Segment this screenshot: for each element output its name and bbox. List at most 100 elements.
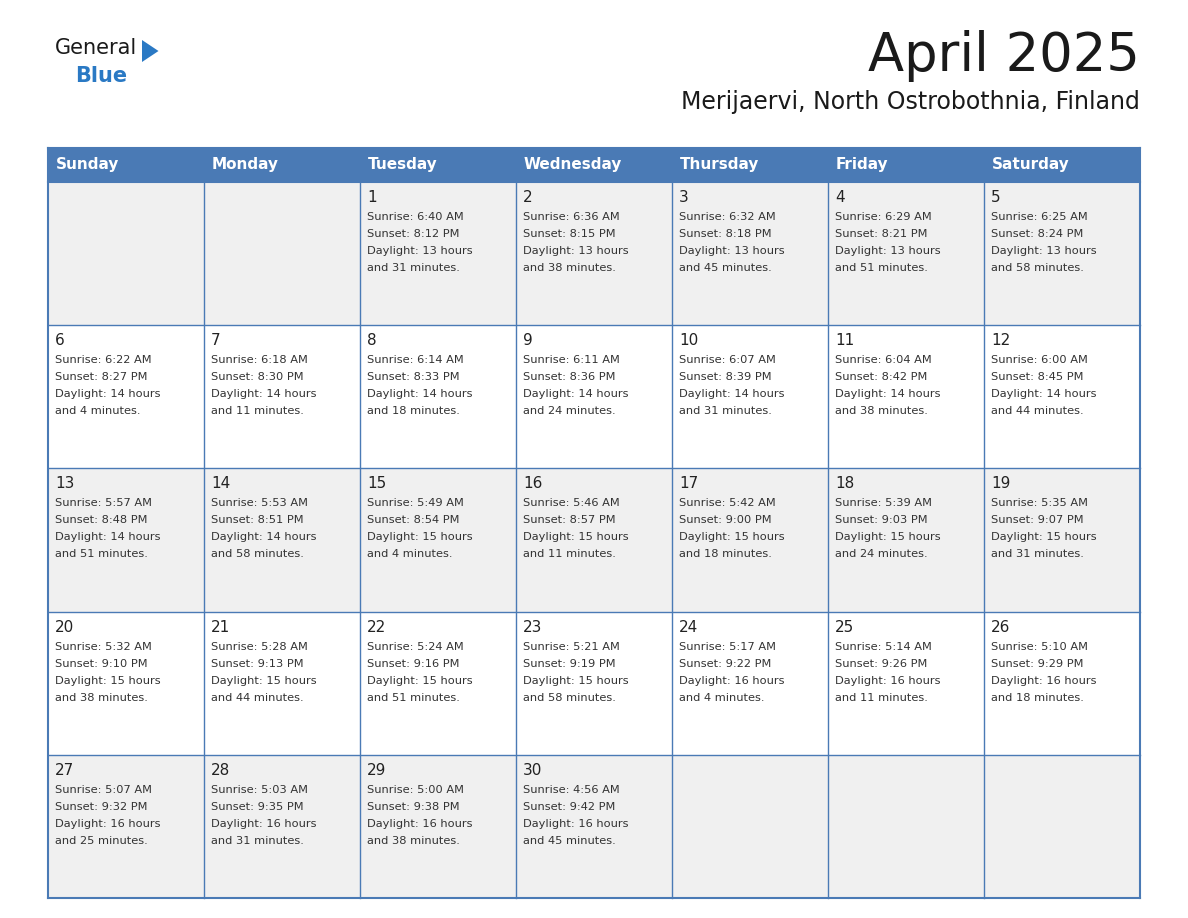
Text: and 58 minutes.: and 58 minutes. xyxy=(991,263,1083,273)
Text: Sunset: 9:42 PM: Sunset: 9:42 PM xyxy=(523,801,615,812)
Text: and 44 minutes.: and 44 minutes. xyxy=(991,406,1083,416)
Text: 22: 22 xyxy=(367,620,386,634)
Text: Sunrise: 5:24 AM: Sunrise: 5:24 AM xyxy=(367,642,463,652)
Bar xyxy=(984,148,1140,182)
Bar xyxy=(672,148,828,182)
Text: and 51 minutes.: and 51 minutes. xyxy=(835,263,928,273)
Bar xyxy=(48,148,204,182)
Text: and 38 minutes.: and 38 minutes. xyxy=(835,406,928,416)
Text: Sunrise: 6:36 AM: Sunrise: 6:36 AM xyxy=(523,212,620,222)
Text: Sunrise: 5:53 AM: Sunrise: 5:53 AM xyxy=(211,498,308,509)
Text: Sunrise: 5:00 AM: Sunrise: 5:00 AM xyxy=(367,785,465,795)
Bar xyxy=(360,148,516,182)
Text: Sunset: 9:26 PM: Sunset: 9:26 PM xyxy=(835,658,928,668)
Text: Sunrise: 5:46 AM: Sunrise: 5:46 AM xyxy=(523,498,620,509)
Text: Sunset: 9:35 PM: Sunset: 9:35 PM xyxy=(211,801,304,812)
Text: and 4 minutes.: and 4 minutes. xyxy=(55,406,140,416)
Text: 26: 26 xyxy=(991,620,1010,634)
Text: Daylight: 14 hours: Daylight: 14 hours xyxy=(55,389,160,399)
Text: 28: 28 xyxy=(211,763,230,778)
Text: and 11 minutes.: and 11 minutes. xyxy=(523,549,615,559)
Bar xyxy=(828,148,984,182)
Text: Sunrise: 5:10 AM: Sunrise: 5:10 AM xyxy=(991,642,1088,652)
Text: Sunset: 9:29 PM: Sunset: 9:29 PM xyxy=(991,658,1083,668)
Text: Daylight: 13 hours: Daylight: 13 hours xyxy=(523,246,628,256)
Text: 29: 29 xyxy=(367,763,386,778)
Text: Sunset: 9:03 PM: Sunset: 9:03 PM xyxy=(835,515,928,525)
Text: 13: 13 xyxy=(55,476,75,491)
Text: and 58 minutes.: and 58 minutes. xyxy=(523,692,615,702)
Text: General: General xyxy=(55,38,138,58)
Text: 30: 30 xyxy=(523,763,543,778)
Text: and 38 minutes.: and 38 minutes. xyxy=(367,835,460,845)
Text: Sunset: 9:16 PM: Sunset: 9:16 PM xyxy=(367,658,460,668)
Text: Daylight: 15 hours: Daylight: 15 hours xyxy=(680,532,784,543)
Text: Sunrise: 6:04 AM: Sunrise: 6:04 AM xyxy=(835,355,931,365)
Text: and 44 minutes.: and 44 minutes. xyxy=(211,692,304,702)
Text: Daylight: 15 hours: Daylight: 15 hours xyxy=(835,532,941,543)
Text: Sunset: 8:42 PM: Sunset: 8:42 PM xyxy=(835,372,928,382)
Text: Sunset: 8:12 PM: Sunset: 8:12 PM xyxy=(367,229,460,239)
Text: Sunset: 9:10 PM: Sunset: 9:10 PM xyxy=(55,658,147,668)
Text: April 2025: April 2025 xyxy=(868,30,1140,82)
Text: Sunset: 8:33 PM: Sunset: 8:33 PM xyxy=(367,372,460,382)
Text: and 31 minutes.: and 31 minutes. xyxy=(367,263,460,273)
Text: Sunrise: 6:18 AM: Sunrise: 6:18 AM xyxy=(211,355,308,365)
Text: Daylight: 15 hours: Daylight: 15 hours xyxy=(55,676,160,686)
Text: Sunrise: 5:21 AM: Sunrise: 5:21 AM xyxy=(523,642,620,652)
Text: Daylight: 16 hours: Daylight: 16 hours xyxy=(55,819,160,829)
Text: Sunrise: 6:40 AM: Sunrise: 6:40 AM xyxy=(367,212,463,222)
Text: 10: 10 xyxy=(680,333,699,348)
Text: Daylight: 13 hours: Daylight: 13 hours xyxy=(367,246,473,256)
Text: and 24 minutes.: and 24 minutes. xyxy=(835,549,928,559)
Text: Sunrise: 5:57 AM: Sunrise: 5:57 AM xyxy=(55,498,152,509)
Text: Sunset: 8:36 PM: Sunset: 8:36 PM xyxy=(523,372,615,382)
Text: Sunrise: 5:17 AM: Sunrise: 5:17 AM xyxy=(680,642,776,652)
Text: Sunrise: 6:32 AM: Sunrise: 6:32 AM xyxy=(680,212,776,222)
Text: and 45 minutes.: and 45 minutes. xyxy=(680,263,772,273)
Text: 15: 15 xyxy=(367,476,386,491)
Text: Daylight: 15 hours: Daylight: 15 hours xyxy=(523,676,628,686)
Text: Daylight: 14 hours: Daylight: 14 hours xyxy=(211,532,316,543)
Text: 17: 17 xyxy=(680,476,699,491)
Text: Daylight: 16 hours: Daylight: 16 hours xyxy=(211,819,316,829)
Text: 23: 23 xyxy=(523,620,543,634)
Text: Sunrise: 6:07 AM: Sunrise: 6:07 AM xyxy=(680,355,776,365)
Text: Sunset: 8:27 PM: Sunset: 8:27 PM xyxy=(55,372,147,382)
Text: Sunrise: 5:49 AM: Sunrise: 5:49 AM xyxy=(367,498,463,509)
Text: Daylight: 16 hours: Daylight: 16 hours xyxy=(991,676,1097,686)
Text: Daylight: 14 hours: Daylight: 14 hours xyxy=(680,389,784,399)
Text: 19: 19 xyxy=(991,476,1010,491)
Text: 16: 16 xyxy=(523,476,543,491)
Text: and 18 minutes.: and 18 minutes. xyxy=(680,549,772,559)
Text: and 51 minutes.: and 51 minutes. xyxy=(367,692,460,702)
Polygon shape xyxy=(143,40,158,62)
Text: and 11 minutes.: and 11 minutes. xyxy=(211,406,304,416)
Text: and 45 minutes.: and 45 minutes. xyxy=(523,835,615,845)
Text: and 31 minutes.: and 31 minutes. xyxy=(991,549,1083,559)
Text: and 38 minutes.: and 38 minutes. xyxy=(55,692,147,702)
Text: Sunrise: 6:29 AM: Sunrise: 6:29 AM xyxy=(835,212,931,222)
Text: and 51 minutes.: and 51 minutes. xyxy=(55,549,147,559)
Text: Sunset: 8:54 PM: Sunset: 8:54 PM xyxy=(367,515,460,525)
Text: Tuesday: Tuesday xyxy=(368,158,437,173)
Text: 5: 5 xyxy=(991,190,1000,205)
Text: Sunrise: 5:03 AM: Sunrise: 5:03 AM xyxy=(211,785,308,795)
Bar xyxy=(48,611,1140,755)
Text: Daylight: 13 hours: Daylight: 13 hours xyxy=(835,246,941,256)
Text: Sunrise: 6:25 AM: Sunrise: 6:25 AM xyxy=(991,212,1088,222)
Text: Sunset: 8:15 PM: Sunset: 8:15 PM xyxy=(523,229,615,239)
Text: Wednesday: Wednesday xyxy=(524,158,623,173)
Text: Sunset: 8:18 PM: Sunset: 8:18 PM xyxy=(680,229,772,239)
Text: 2: 2 xyxy=(523,190,532,205)
Text: Monday: Monday xyxy=(211,158,279,173)
Text: Daylight: 14 hours: Daylight: 14 hours xyxy=(211,389,316,399)
Text: 9: 9 xyxy=(523,333,532,348)
Text: Daylight: 14 hours: Daylight: 14 hours xyxy=(991,389,1097,399)
Text: Sunset: 8:30 PM: Sunset: 8:30 PM xyxy=(211,372,304,382)
Text: Daylight: 14 hours: Daylight: 14 hours xyxy=(523,389,628,399)
Text: Daylight: 16 hours: Daylight: 16 hours xyxy=(523,819,628,829)
Text: 27: 27 xyxy=(55,763,74,778)
Text: Daylight: 13 hours: Daylight: 13 hours xyxy=(991,246,1097,256)
Text: and 18 minutes.: and 18 minutes. xyxy=(367,406,460,416)
